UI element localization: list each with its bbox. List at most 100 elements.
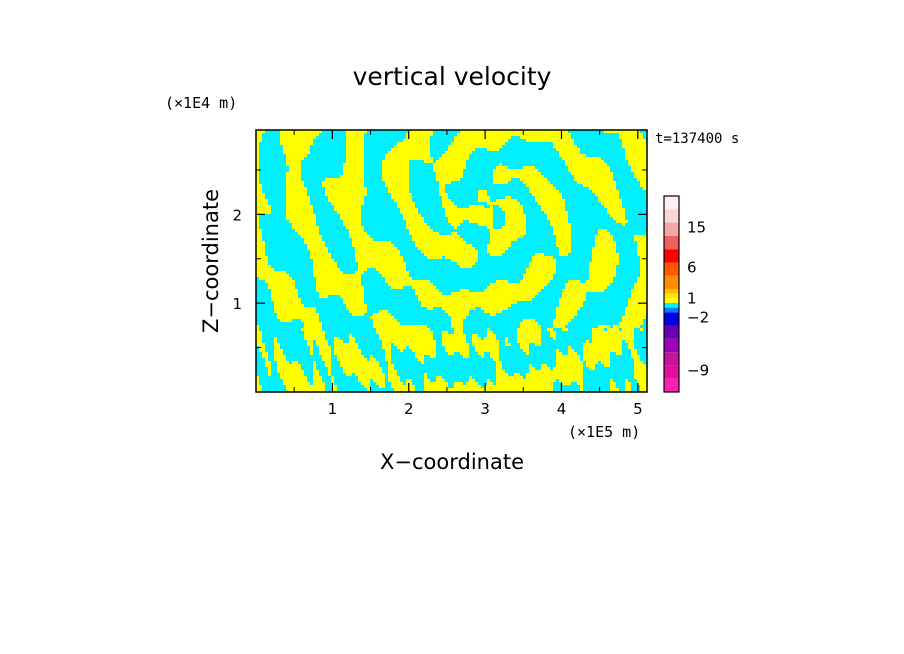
positive-cell (610, 385, 616, 388)
positive-cell (640, 328, 643, 331)
positive-cell (286, 181, 304, 184)
positive-cell (556, 235, 571, 238)
positive-cell (625, 151, 647, 154)
positive-cell (256, 223, 259, 226)
time-label: t=137400 s (655, 131, 739, 147)
positive-cell (355, 247, 397, 250)
positive-cell (256, 385, 262, 388)
positive-cell (601, 361, 610, 364)
positive-cell (415, 244, 472, 247)
positive-cell (286, 208, 313, 211)
positive-cell (349, 232, 367, 235)
positive-cell (472, 340, 499, 343)
positive-cell (412, 349, 436, 352)
positive-cell (457, 262, 475, 265)
positive-cell (556, 364, 583, 367)
positive-cell (490, 235, 523, 238)
positive-cell (595, 235, 613, 238)
positive-cell (373, 319, 397, 322)
colorbar-frame (663, 195, 680, 393)
positive-cell (289, 166, 301, 169)
positive-cell (301, 328, 322, 331)
positive-cell (589, 262, 619, 265)
positive-cell (424, 379, 430, 382)
positive-cell (628, 301, 647, 304)
positive-cell (526, 139, 574, 142)
positive-cell (286, 190, 307, 193)
positive-cell (319, 292, 364, 295)
positive-cell (346, 154, 364, 157)
positive-cell (505, 217, 526, 220)
positive-cell (385, 181, 409, 184)
positive-cell (331, 379, 334, 382)
positive-cell (583, 349, 622, 352)
positive-cell (355, 271, 364, 274)
positive-cell (286, 385, 325, 388)
positive-cell (343, 169, 364, 172)
positive-cell (619, 322, 643, 325)
positive-cell (547, 217, 568, 220)
positive-cell (601, 202, 622, 205)
positive-cell (637, 250, 647, 253)
positive-cell (484, 385, 553, 388)
positive-cell (415, 241, 466, 244)
positive-cell (268, 286, 295, 289)
positive-cell (274, 343, 280, 346)
positive-cell (256, 133, 262, 136)
positive-cell (631, 349, 637, 352)
positive-cell (427, 256, 442, 259)
positive-cell (592, 190, 619, 193)
positive-cell (274, 337, 277, 340)
positive-cell (454, 382, 463, 385)
positive-cell (598, 232, 610, 235)
positive-cell (523, 274, 553, 277)
positive-cell (442, 334, 466, 337)
positive-cell (313, 361, 316, 364)
positive-cell (607, 211, 625, 214)
positive-cell (385, 277, 412, 280)
positive-cell (256, 274, 289, 277)
positive-cell (622, 328, 634, 331)
positive-cell (280, 142, 313, 145)
positive-cell (373, 379, 385, 382)
positive-cell (556, 244, 571, 247)
positive-cell (325, 187, 367, 190)
positive-cell (628, 298, 647, 301)
positive-cell (274, 346, 280, 349)
colorbar-band (664, 289, 679, 294)
positive-cell (364, 385, 370, 388)
positive-cell (496, 379, 556, 382)
positive-cell (613, 325, 640, 328)
positive-cell (532, 256, 553, 259)
positive-cell (541, 364, 547, 367)
positive-cell (346, 139, 364, 142)
positive-cell (604, 205, 622, 208)
positive-cell (442, 154, 469, 157)
positive-cell (559, 250, 571, 253)
positive-cell (415, 355, 424, 358)
positive-cell (352, 238, 373, 241)
positive-cell (562, 328, 568, 331)
positive-cell (382, 274, 409, 277)
positive-cell (256, 259, 268, 262)
positive-cell (625, 379, 628, 382)
positive-cell (331, 388, 337, 391)
positive-cell (424, 382, 448, 385)
positive-cell (505, 214, 526, 217)
y-tick-label: 2 (232, 206, 242, 224)
positive-cell (523, 277, 553, 280)
positive-cell (295, 229, 319, 232)
positive-cell (610, 388, 619, 391)
positive-cell (382, 160, 409, 163)
positive-cell (346, 142, 364, 145)
positive-cell (328, 196, 364, 199)
positive-cell (634, 376, 647, 379)
positive-cell (274, 358, 286, 361)
positive-cell (631, 355, 640, 358)
positive-cell (340, 361, 379, 364)
positive-cell (595, 241, 616, 244)
positive-cell (568, 169, 610, 172)
positive-cell (445, 349, 469, 352)
positive-cell (556, 349, 559, 352)
positive-cell (256, 214, 259, 217)
